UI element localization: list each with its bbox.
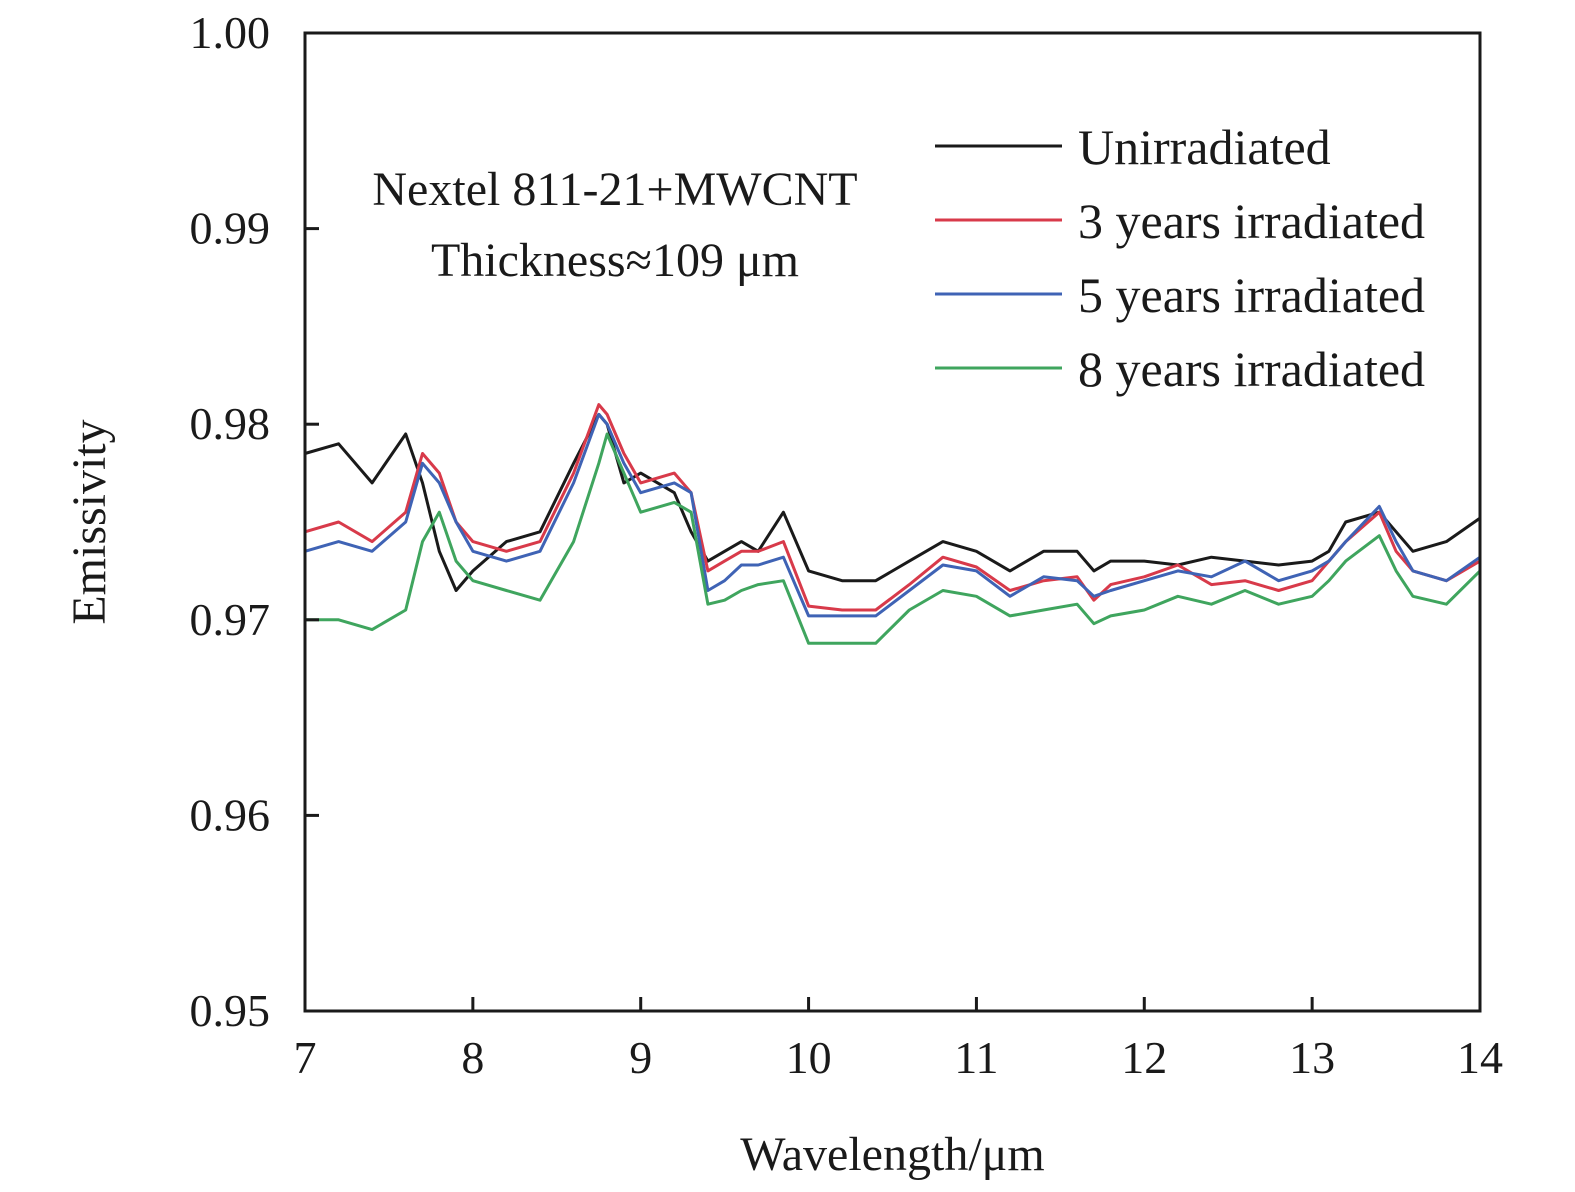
y-tick-label: 0.98 <box>190 398 271 449</box>
plot-frame <box>303 31 1482 1013</box>
legend-label-3: 5 years irradiated <box>1078 267 1425 323</box>
y-tick-label: 1.00 <box>190 7 271 58</box>
series-line-2 <box>304 403 1481 612</box>
y-tick-label: 0.97 <box>190 594 271 645</box>
series-layer <box>304 403 1482 645</box>
x-tick-label: 7 <box>294 1032 317 1083</box>
y-tick-label: 0.95 <box>190 985 271 1036</box>
legend: Unirradiated 3 years irradiated 5 years ir… <box>935 119 1425 397</box>
y-tick-label: 0.99 <box>190 203 271 254</box>
x-tick-label: 14 <box>1457 1032 1503 1083</box>
x-axis: 7 8 9 10 11 12 13 14 <box>294 997 1503 1083</box>
series-line-4 <box>305 432 1482 645</box>
legend-label-2: 3 years irradiated <box>1078 193 1425 249</box>
annotation-thickness: Thickness≈109 μm <box>431 234 799 287</box>
legend-label-4: 8 years irradiated <box>1078 341 1425 397</box>
y-axis: 0.95 0.96 0.97 0.98 0.99 1.00 <box>190 7 319 1036</box>
x-tick-label: 9 <box>629 1032 652 1083</box>
series-line-1 <box>304 412 1481 592</box>
y-tick-label: 0.96 <box>190 789 271 840</box>
x-tick-label: 13 <box>1289 1032 1335 1083</box>
x-tick-label: 11 <box>954 1032 998 1083</box>
legend-label-1: Unirradiated <box>1078 119 1331 175</box>
annotation-material: Nextel 811-21+MWCNT <box>372 163 857 216</box>
series-line-3 <box>304 412 1481 618</box>
x-tick-label: 12 <box>1121 1032 1167 1083</box>
y-axis-title: Emissivity <box>63 419 116 624</box>
x-tick-label: 10 <box>786 1032 832 1083</box>
x-axis-title: Wavelength/μm <box>740 1128 1044 1181</box>
x-tick-label: 8 <box>461 1032 484 1083</box>
